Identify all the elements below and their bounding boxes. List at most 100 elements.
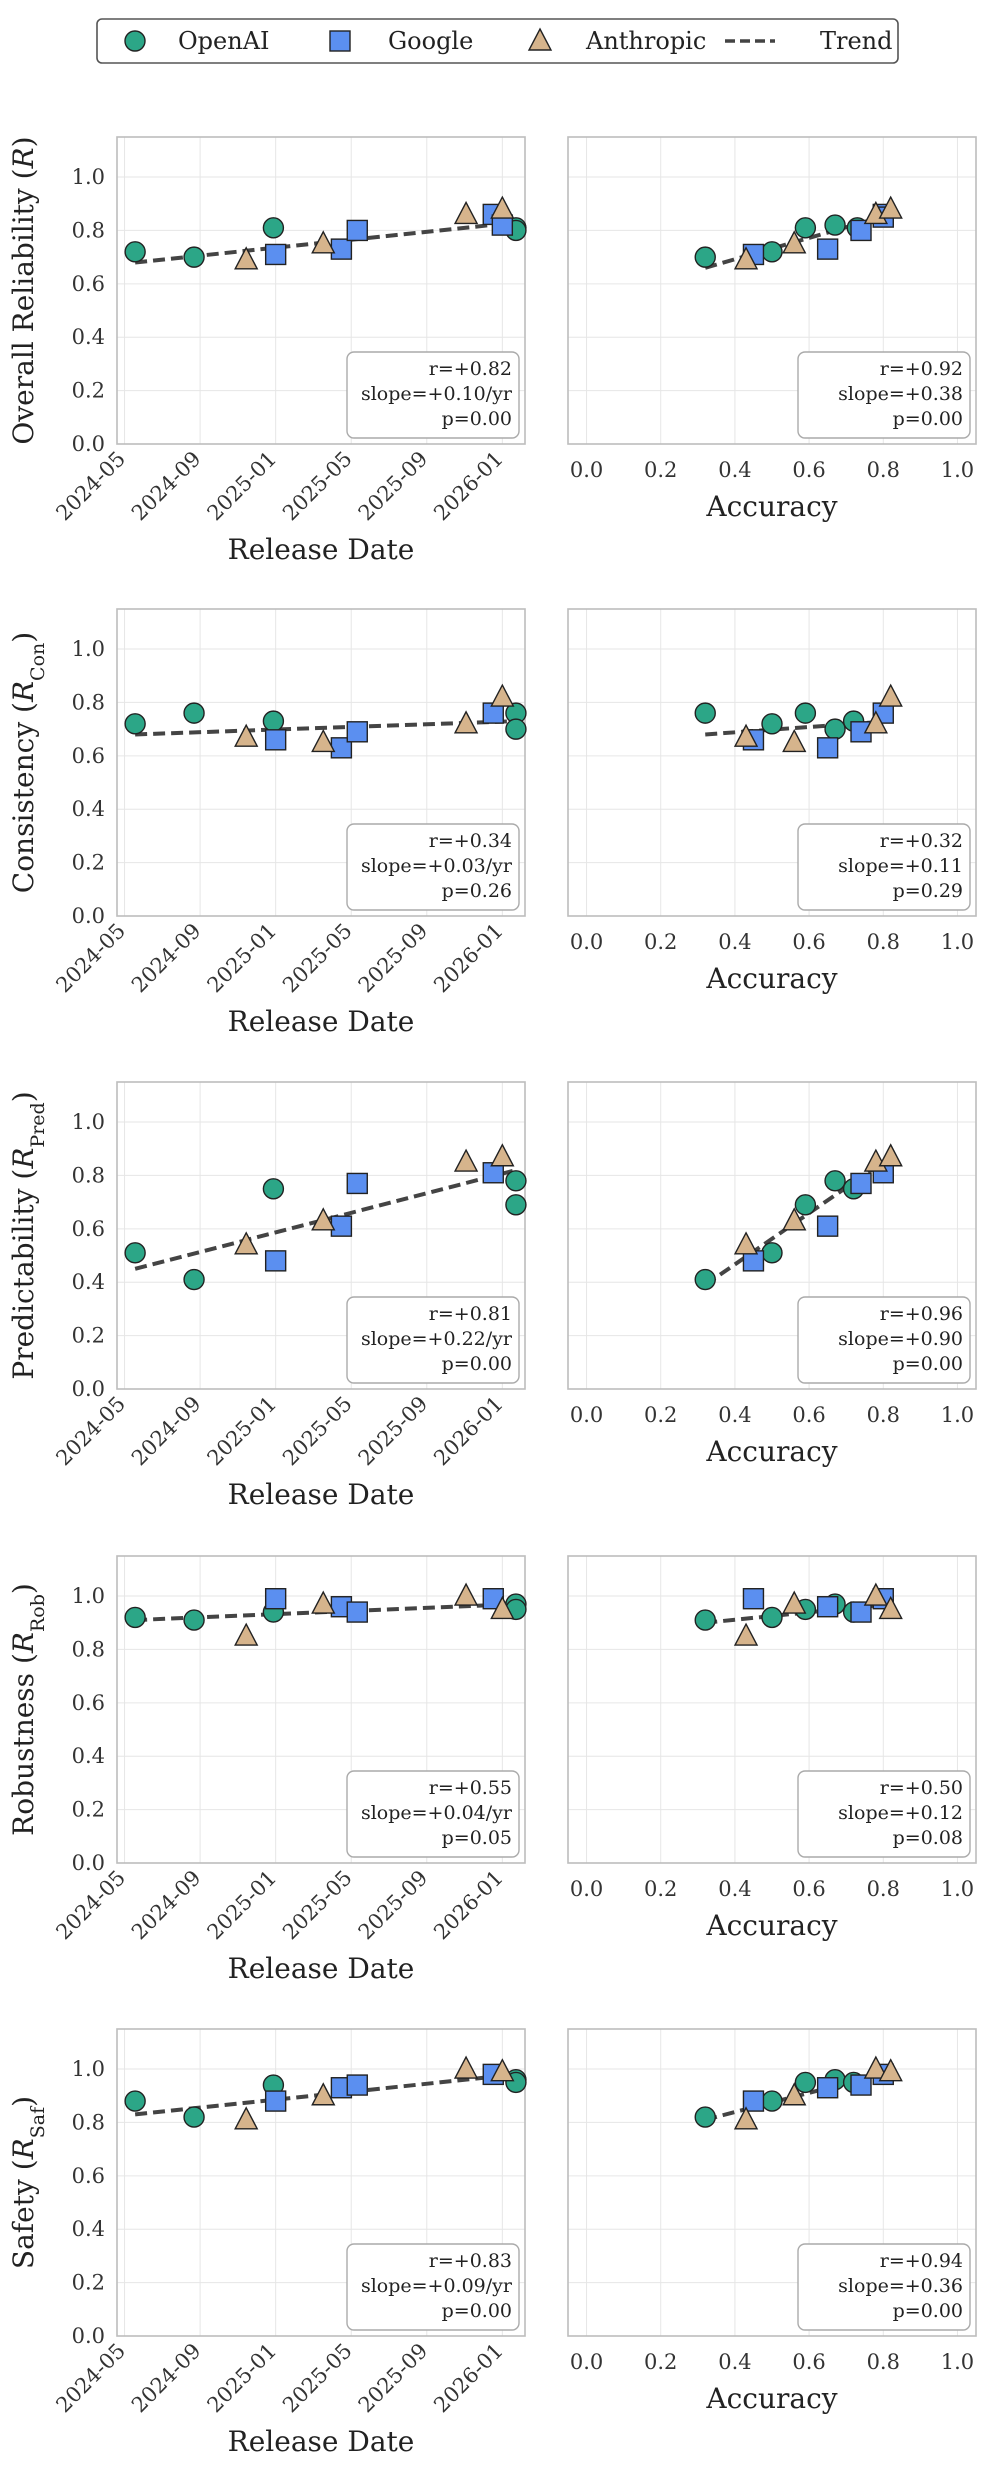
stats-box xyxy=(797,1296,971,1384)
anthropic-point xyxy=(311,728,336,753)
y-axis-label-subscript: Rob xyxy=(27,1594,49,1632)
google-point xyxy=(850,2074,872,2096)
x-tick-label: 2024-09 xyxy=(127,1866,206,1945)
x-tick-label: 2025-01 xyxy=(203,447,282,526)
y-axis-label-close: ) xyxy=(7,1583,40,1594)
x-tick-label: 0.0 xyxy=(570,1877,603,1901)
y-axis-label-symbol: R xyxy=(7,1148,40,1170)
google-point xyxy=(264,2090,287,2112)
panel-4-accuracy: 0.0 0.2 0.4 0.6 0.8 1.0 Accuracy r=+0.50 slope=+… xyxy=(567,1555,977,1942)
x-tick-label: 1.0 xyxy=(941,1877,974,1901)
openai-point xyxy=(124,1242,146,1264)
plot-frame xyxy=(116,1555,526,1864)
y-axis-label: Overall Reliability (R) xyxy=(7,136,40,444)
y-axis-label-close: ) xyxy=(7,2096,40,2107)
openai-point xyxy=(694,702,716,724)
stats-box xyxy=(346,823,520,911)
y-tick-label: 0.0 xyxy=(72,904,105,928)
legend-anthropic-label: Anthropic xyxy=(585,27,706,55)
plot-frame xyxy=(567,1555,977,1864)
stat-slope: slope=+0.09/yr xyxy=(361,2275,513,2297)
x-axis-label: Release Date xyxy=(228,1005,415,1038)
x-axis-label: Release Date xyxy=(228,1952,415,1985)
google-point xyxy=(346,1172,368,1195)
openai-point xyxy=(183,1268,205,1291)
x-tick-label: 0.4 xyxy=(718,458,751,482)
anthropic-point xyxy=(234,246,259,270)
x-tick-label: 0.0 xyxy=(570,930,603,954)
y-tick-label: 0.4 xyxy=(72,2217,105,2241)
y-axis-label-text: Predictability ( xyxy=(7,1169,40,1380)
anthropic-point xyxy=(490,195,515,219)
x-tick-label: 2025-09 xyxy=(354,1866,433,1945)
openai-point xyxy=(761,713,783,735)
y-tick-label: 0.0 xyxy=(72,2324,105,2348)
stat-slope: slope=+0.04/yr xyxy=(361,1802,513,1824)
panel-5-accuracy: 0.0 0.2 0.4 0.6 0.8 1.0 Accuracy r=+0.94 slope=+… xyxy=(567,2028,977,2415)
anthropic-point xyxy=(878,1143,903,1167)
google-point xyxy=(816,2077,839,2099)
y-axis-label-subscript: Saf xyxy=(27,2105,49,2138)
y-tick-label: 0.2 xyxy=(72,1324,105,1348)
y-tick-label: 1.0 xyxy=(72,165,105,189)
y-tick-label: 0.2 xyxy=(72,851,105,875)
x-tick-label: 0.0 xyxy=(570,2350,603,2374)
panel-2-date: 0.00.20.40.60.81.02024-052024-092025-012… xyxy=(7,608,527,1038)
anthropic-point xyxy=(733,1231,759,1255)
anthropic-point xyxy=(234,1231,259,1255)
x-tick-label: 0.8 xyxy=(867,930,900,954)
google-point xyxy=(850,1601,872,1623)
x-axis-label: Accuracy xyxy=(705,490,837,523)
anthropic-point xyxy=(234,1622,259,1646)
y-tick-label: 0.8 xyxy=(72,218,105,242)
y-tick-label: 0.4 xyxy=(72,325,105,349)
panel-5-date: 0.00.20.40.60.81.02024-052024-092025-012… xyxy=(7,2028,527,2458)
y-tick-label: 1.0 xyxy=(72,1110,105,1134)
openai-point xyxy=(824,718,846,740)
anthropic-point xyxy=(490,683,515,707)
x-tick-label: 0.6 xyxy=(792,1403,825,1427)
y-axis-label: Robustness (RRob) xyxy=(7,1583,49,1836)
x-tick-label: 0.4 xyxy=(718,2350,751,2374)
y-axis-label-symbol: R xyxy=(7,147,40,169)
stat-r: r=+0.82 xyxy=(429,358,512,380)
x-tick-label: 2024-05 xyxy=(51,919,130,998)
openai-point xyxy=(262,1178,285,1200)
anthropic-point xyxy=(782,230,807,254)
x-tick-label: 2024-05 xyxy=(51,2339,130,2418)
y-tick-label: 1.0 xyxy=(72,2057,105,2081)
x-tick-label: 2024-05 xyxy=(51,1866,130,1945)
stats-box xyxy=(797,1770,971,1858)
stat-p: p=0.26 xyxy=(442,880,512,902)
anthropic-point xyxy=(782,1207,807,1231)
google-point xyxy=(264,1250,287,1272)
legend-google-marker xyxy=(329,30,351,52)
x-axis-label: Accuracy xyxy=(705,2382,837,2415)
y-tick-label: 0.2 xyxy=(72,379,105,403)
stat-r: r=+0.50 xyxy=(880,1777,963,1799)
anthropic-point xyxy=(453,710,479,734)
x-tick-label: 2024-09 xyxy=(127,2339,206,2418)
anthropic-point xyxy=(453,2055,479,2079)
openai-point xyxy=(761,1606,783,1629)
anthropic-point xyxy=(863,710,889,734)
anthropic-point xyxy=(782,728,807,753)
y-tick-label: 0.4 xyxy=(72,1270,105,1294)
panel-3-date: 0.00.20.40.60.81.02024-052024-092025-012… xyxy=(7,1081,527,1511)
panels: 0.00.20.40.60.81.02024-052024-092025-012… xyxy=(7,136,977,2458)
openai-point xyxy=(694,1609,716,1631)
trend-line xyxy=(135,719,517,737)
stat-r: r=+0.92 xyxy=(880,358,963,380)
google-point xyxy=(264,243,287,266)
google-point xyxy=(264,1588,287,1610)
x-tick-label: 2024-09 xyxy=(127,919,206,998)
google-point xyxy=(742,1588,765,1610)
stats-box xyxy=(346,1770,520,1858)
stat-r: r=+0.34 xyxy=(429,830,512,852)
openai-point xyxy=(694,2106,716,2128)
stat-r: r=+0.83 xyxy=(429,2250,512,2272)
anthropic-point xyxy=(878,195,903,219)
anthropic-point xyxy=(878,683,903,707)
stats-box xyxy=(797,351,971,439)
plot-frame xyxy=(567,1081,977,1390)
